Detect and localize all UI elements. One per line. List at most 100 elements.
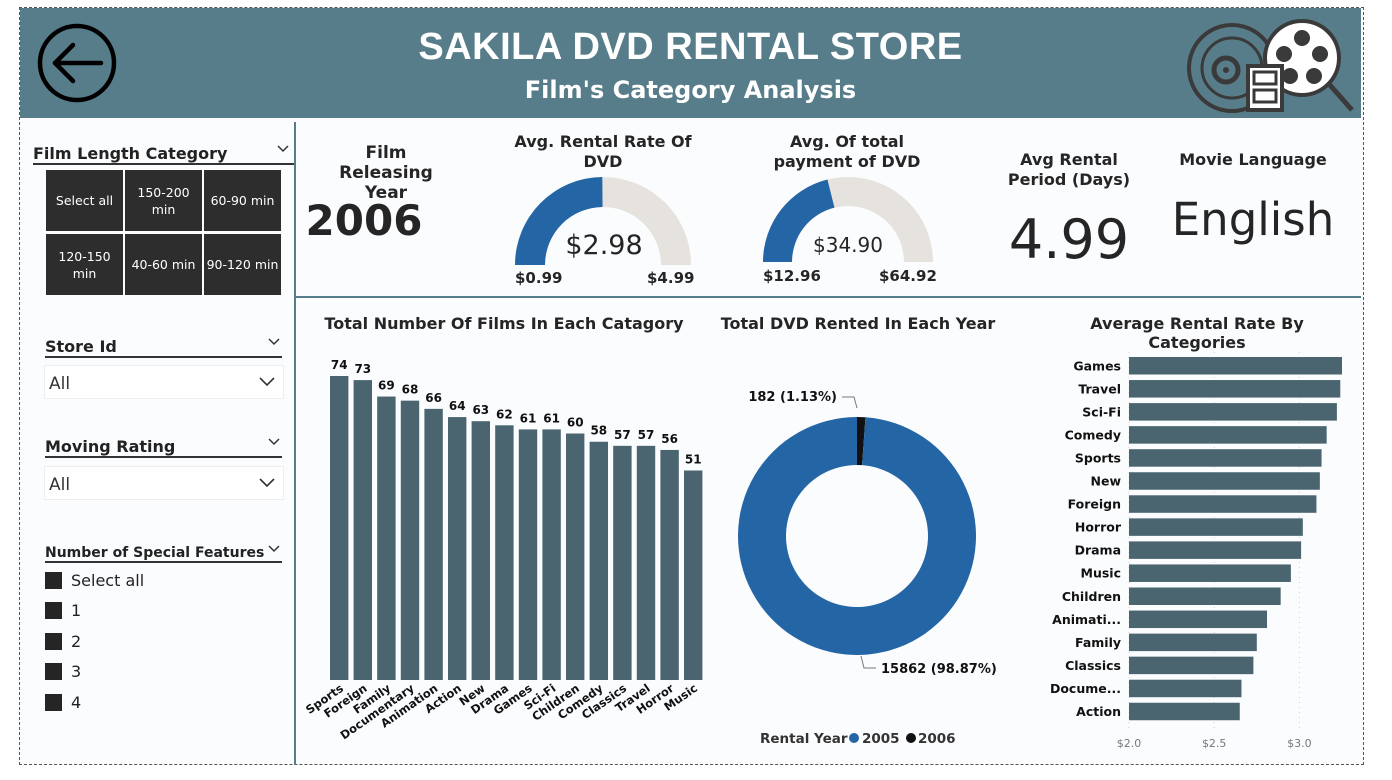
bar[interactable] <box>471 421 490 680</box>
bar[interactable] <box>684 470 703 680</box>
bar[interactable] <box>1129 702 1240 721</box>
moving-rating-dropdown[interactable]: All <box>44 466 284 500</box>
legend-item-2005[interactable]: 2005 <box>862 731 900 747</box>
moving-rating-value: All <box>49 475 71 495</box>
x-tick-label: $3.0 <box>1287 737 1312 750</box>
bar[interactable] <box>660 449 679 680</box>
bar[interactable] <box>542 429 561 680</box>
avg-payment-label: Avg. Of total payment of DVD <box>773 132 921 171</box>
bar[interactable] <box>1129 380 1341 398</box>
bar[interactable] <box>636 445 656 680</box>
option-label: Select all <box>71 570 145 590</box>
bar[interactable] <box>1129 656 1254 675</box>
bar[interactable] <box>1129 472 1320 490</box>
bar[interactable] <box>1129 610 1268 629</box>
bar[interactable] <box>377 396 396 680</box>
chevron-down-icon[interactable] <box>267 335 281 349</box>
special-features-slicer-title: Number of Special Features <box>45 545 282 563</box>
avg-rental-period-value: 4.99 <box>1008 208 1130 271</box>
bar[interactable] <box>589 441 608 680</box>
checkbox[interactable] <box>45 632 62 650</box>
bar[interactable] <box>566 433 585 680</box>
checkbox[interactable] <box>45 571 62 589</box>
dvd-rented-per-year-chart: 182 (1.13%) 15862 (98.87%) Rental Year 2005… <box>738 390 997 747</box>
moving-rating-slicer-title: Moving Rating <box>45 437 282 458</box>
bar[interactable] <box>1129 518 1303 536</box>
bar[interactable] <box>1129 541 1302 559</box>
avg-rental-period-label: Avg Rental Period (Days) <box>1007 150 1131 189</box>
tile-90-120[interactable]: 90-120 min <box>204 234 281 295</box>
data-label: 58 <box>590 424 607 438</box>
bar[interactable] <box>400 400 420 680</box>
bar[interactable] <box>518 429 538 680</box>
category-label: New <box>1091 474 1122 489</box>
category-label: Action <box>1076 704 1121 719</box>
data-label: 68 <box>402 383 419 397</box>
tile-40-60[interactable]: 40-60 min <box>125 234 202 295</box>
donut-slice-2005[interactable] <box>738 417 977 655</box>
dvd-rented-per-year-title: Total DVD Rented In Each Year <box>720 314 996 333</box>
checkbox[interactable] <box>45 601 62 619</box>
release-year-label: Film Releasing Year <box>339 143 433 203</box>
category-label: Music <box>1081 566 1121 581</box>
bar[interactable] <box>1129 679 1242 698</box>
chevron-down-icon[interactable] <box>276 142 290 156</box>
data-label: 64 <box>449 399 466 413</box>
bar[interactable] <box>613 445 632 680</box>
category-label: Horror <box>1075 520 1122 535</box>
chevron-down-icon <box>259 377 275 387</box>
chevron-down-icon[interactable] <box>267 435 281 449</box>
film-reel-icon <box>1187 19 1354 113</box>
tile-60-90[interactable]: 60-90 min <box>204 170 281 231</box>
bar[interactable] <box>1129 495 1317 513</box>
chevron-down-icon[interactable] <box>267 542 281 556</box>
checkbox[interactable] <box>45 662 62 680</box>
gauge-min-label: $0.99 <box>515 269 563 287</box>
gauge-min-label: $12.96 <box>763 267 821 285</box>
avg-payment-value: $34.90 <box>813 233 883 257</box>
bar[interactable] <box>1129 449 1322 467</box>
special-features-option[interactable]: 4 <box>45 691 81 713</box>
bar[interactable] <box>495 425 514 680</box>
data-label: 57 <box>638 428 655 442</box>
back-arrow-circle-icon[interactable] <box>37 23 117 103</box>
films-per-category-chart: 74Sports73Foreign69Family68Documentary66… <box>303 358 703 742</box>
slice-label: 182 (1.13%) <box>748 390 837 405</box>
slice-label: 15862 (98.87%) <box>881 662 997 677</box>
category-label: Foreign <box>1068 497 1121 512</box>
movie-language-value: English <box>1171 193 1335 246</box>
tile-150-200[interactable]: 150-200 min <box>125 170 202 231</box>
bar[interactable] <box>1129 587 1281 606</box>
category-label: Travel <box>1078 381 1121 396</box>
special-features-option[interactable]: 1 <box>45 599 81 621</box>
gauge-max-label: $64.92 <box>879 267 937 285</box>
bar[interactable] <box>448 417 467 680</box>
bar[interactable] <box>1129 403 1337 421</box>
data-label: 74 <box>331 358 348 372</box>
bar[interactable] <box>330 376 349 680</box>
bar[interactable] <box>1129 564 1291 582</box>
data-label: 61 <box>520 411 537 425</box>
bar[interactable] <box>424 408 443 680</box>
donut-slice-2006[interactable] <box>857 417 866 466</box>
bar[interactable] <box>1129 633 1257 652</box>
category-label: Sports <box>1075 450 1121 465</box>
bar[interactable] <box>1129 426 1327 444</box>
category-label: Drama <box>1075 543 1121 558</box>
category-label: Children <box>1062 589 1121 604</box>
avg-payment-gauge <box>763 177 933 262</box>
legend-item-2006[interactable]: 2006 <box>918 731 956 747</box>
store-id-dropdown[interactable]: All <box>44 365 284 399</box>
tile-120-150[interactable]: 120-150 min <box>46 234 123 295</box>
special-features-option[interactable]: Select all <box>45 569 144 591</box>
data-label: 63 <box>472 403 489 417</box>
film-length-slicer-title: Film Length Category <box>33 144 294 165</box>
bar[interactable] <box>353 380 372 680</box>
release-year-value: 2006 <box>305 196 423 245</box>
special-features-option[interactable]: 3 <box>45 660 81 682</box>
special-features-option[interactable]: 2 <box>45 630 81 652</box>
checkbox[interactable] <box>45 693 62 711</box>
option-label: 1 <box>71 600 82 620</box>
bar[interactable] <box>1129 357 1342 375</box>
tile-select-all[interactable]: Select all <box>46 170 123 231</box>
